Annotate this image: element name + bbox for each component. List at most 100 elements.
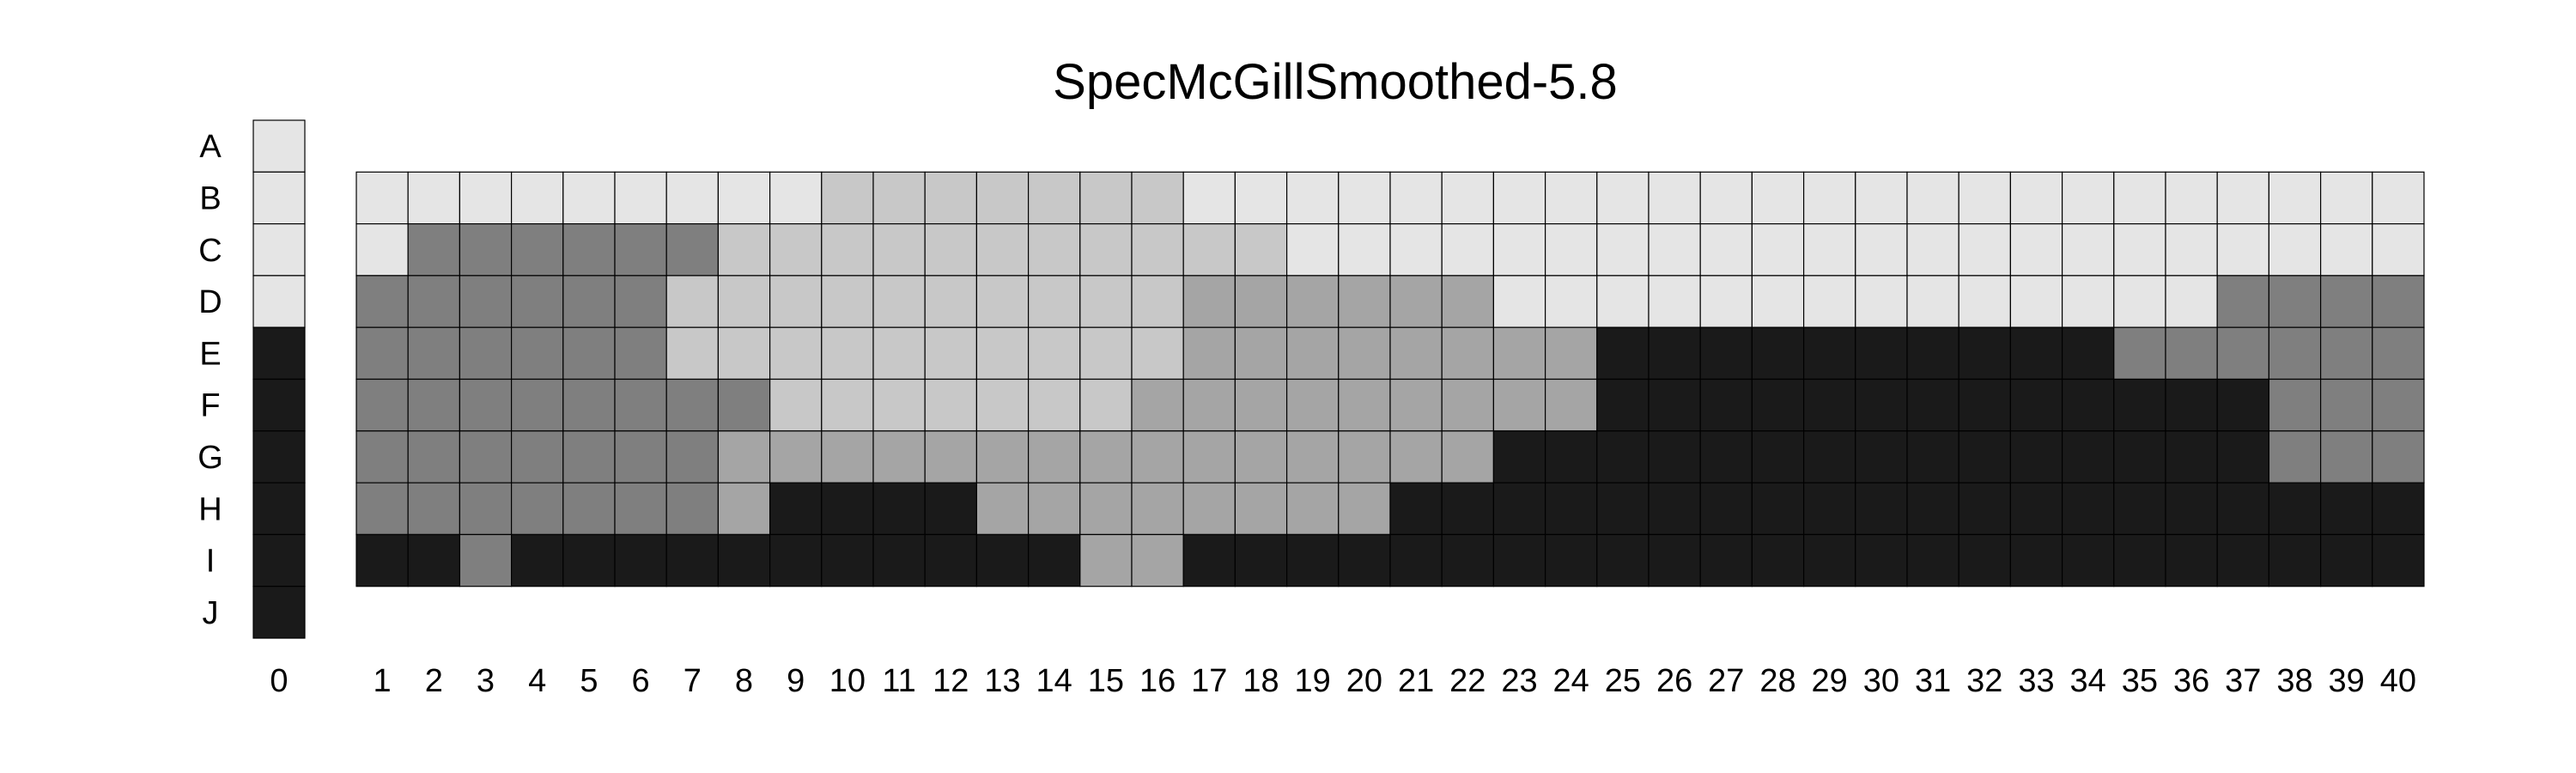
cell-e-30	[1855, 326, 1908, 380]
column-label-3: 3	[477, 663, 495, 699]
cell-e-34	[2062, 326, 2115, 380]
cell-b-11	[872, 171, 926, 225]
cell-g-0	[252, 430, 306, 484]
cell-h-40	[2372, 482, 2425, 535]
cell-h-24	[1544, 482, 1598, 535]
cell-h-0	[252, 482, 306, 535]
cell-i-33	[2009, 533, 2063, 587]
cell-b-3	[459, 171, 513, 225]
column-label-12: 12	[933, 663, 969, 699]
cell-c-11	[872, 223, 926, 277]
column-label-31: 31	[1915, 663, 1951, 699]
column-label-15: 15	[1088, 663, 1124, 699]
cell-i-25	[1596, 533, 1649, 587]
cell-d-23	[1492, 275, 1546, 328]
cell-d-10	[821, 275, 874, 328]
cell-i-32	[1958, 533, 2011, 587]
cell-c-3	[459, 223, 513, 277]
cell-i-17	[1182, 533, 1236, 587]
cell-f-23	[1492, 378, 1546, 432]
cell-c-17	[1182, 223, 1236, 277]
cell-c-6	[614, 223, 667, 277]
cell-e-27	[1699, 326, 1753, 380]
cell-c-10	[821, 223, 874, 277]
cell-e-14	[1027, 326, 1081, 380]
cell-d-30	[1855, 275, 1908, 328]
row-label-a: A	[199, 129, 222, 165]
cell-i-11	[872, 533, 926, 587]
column-label-18: 18	[1242, 663, 1279, 699]
cell-c-4	[510, 223, 564, 277]
cell-h-23	[1492, 482, 1546, 535]
column-label-25: 25	[1605, 663, 1641, 699]
cell-i-14	[1027, 533, 1081, 587]
cell-e-31	[1906, 326, 1959, 380]
row-label-c: C	[198, 233, 222, 269]
cell-h-3	[459, 482, 513, 535]
cell-h-28	[1751, 482, 1805, 535]
cell-c-23	[1492, 223, 1546, 277]
cell-b-4	[510, 171, 564, 225]
cell-f-0	[252, 378, 306, 432]
cell-e-4	[510, 326, 564, 380]
cell-g-19	[1285, 430, 1340, 484]
cell-i-36	[2165, 533, 2218, 587]
cell-h-37	[2216, 482, 2269, 535]
cell-g-37	[2216, 430, 2269, 484]
cell-i-9	[769, 533, 823, 587]
cell-g-26	[1648, 430, 1701, 484]
cell-g-14	[1027, 430, 1081, 484]
cell-d-12	[924, 275, 977, 328]
cell-d-1	[355, 275, 409, 328]
cell-b-13	[975, 171, 1030, 225]
cell-i-39	[2320, 533, 2373, 587]
cell-c-15	[1079, 223, 1133, 277]
cell-g-31	[1906, 430, 1959, 484]
cell-j-0	[252, 586, 306, 639]
cell-e-25	[1596, 326, 1649, 380]
cell-g-9	[769, 430, 823, 484]
column-label-9: 9	[787, 663, 805, 699]
cell-a-0	[252, 119, 306, 173]
cell-h-9	[769, 482, 823, 535]
cell-f-27	[1699, 378, 1753, 432]
column-label-38: 38	[2276, 663, 2312, 699]
column-label-19: 19	[1295, 663, 1331, 699]
cell-b-17	[1182, 171, 1236, 225]
cell-b-21	[1389, 171, 1443, 225]
cell-e-6	[614, 326, 667, 380]
cell-c-40	[2372, 223, 2425, 277]
column-label-26: 26	[1656, 663, 1692, 699]
cell-e-36	[2165, 326, 2218, 380]
cell-c-22	[1441, 223, 1494, 277]
column-label-28: 28	[1759, 663, 1795, 699]
cell-f-31	[1906, 378, 1959, 432]
cell-c-8	[717, 223, 771, 277]
cell-b-39	[2320, 171, 2373, 225]
cell-h-21	[1389, 482, 1443, 535]
cell-f-10	[821, 378, 874, 432]
cell-d-7	[665, 275, 720, 328]
cell-i-37	[2216, 533, 2269, 587]
cell-e-17	[1182, 326, 1236, 380]
cell-i-4	[510, 533, 564, 587]
cell-i-6	[614, 533, 667, 587]
cell-i-27	[1699, 533, 1753, 587]
cell-h-35	[2113, 482, 2166, 535]
cell-f-7	[665, 378, 720, 432]
cell-e-18	[1234, 326, 1288, 380]
cell-d-34	[2062, 275, 2115, 328]
cell-d-29	[1803, 275, 1856, 328]
cell-f-35	[2113, 378, 2166, 432]
cell-i-13	[975, 533, 1030, 587]
cell-i-3	[459, 533, 513, 587]
cell-d-27	[1699, 275, 1753, 328]
cell-h-30	[1855, 482, 1908, 535]
cell-i-18	[1234, 533, 1288, 587]
cell-b-31	[1906, 171, 1959, 225]
cell-d-36	[2165, 275, 2218, 328]
cell-c-13	[975, 223, 1030, 277]
cell-g-2	[407, 430, 461, 484]
cell-h-7	[665, 482, 720, 535]
